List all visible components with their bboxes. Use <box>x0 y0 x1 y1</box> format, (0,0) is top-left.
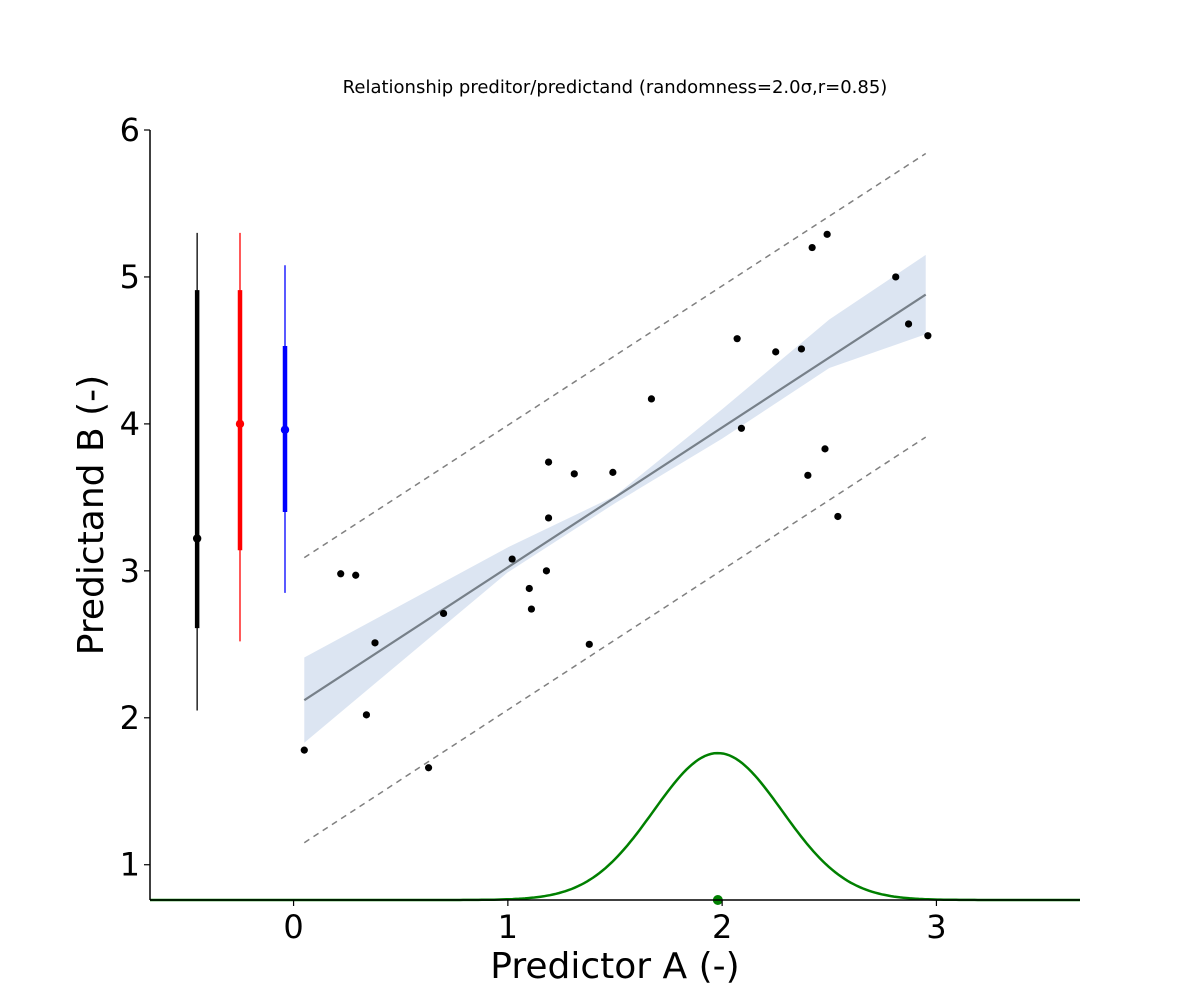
y-tick-label: 3 <box>120 552 140 590</box>
y-tick-label: 6 <box>120 111 140 149</box>
scatter-point <box>424 764 433 772</box>
axis-ticks: 0 1 2 3 1 2 3 4 5 6 <box>120 111 947 946</box>
scatter-point <box>337 570 345 578</box>
scatter-point <box>544 514 553 522</box>
error-bar-center <box>192 534 202 543</box>
scatter-point <box>570 470 578 478</box>
scatter-point <box>525 584 533 593</box>
scatter-point <box>772 348 780 356</box>
scatter-point <box>300 746 308 754</box>
scatter-point <box>544 458 553 466</box>
scatter-point <box>362 711 371 719</box>
prediction-bound-lower <box>303 436 927 844</box>
scatter-point <box>904 320 913 328</box>
scatter-point <box>808 243 816 252</box>
scatter-point <box>542 567 551 575</box>
y-tick-label: 5 <box>120 258 140 296</box>
scatter-point <box>737 424 746 432</box>
regression-line <box>303 293 927 702</box>
scatter-point <box>834 512 842 521</box>
scatter-point <box>797 345 806 353</box>
scatter-point <box>439 609 448 618</box>
scatter-point <box>733 335 741 343</box>
scatter-point <box>508 555 516 563</box>
plot-area <box>150 152 1080 905</box>
x-axis-label: Predictor A (-) <box>490 946 739 987</box>
scatter-point <box>527 605 536 613</box>
density-curve <box>150 751 1080 902</box>
x-tick-label: 3 <box>926 908 946 946</box>
scatter-point <box>823 230 831 238</box>
scatter-point <box>371 639 379 647</box>
y-axis-label: Predictand B (-) <box>71 375 112 655</box>
x-tick-label: 2 <box>712 908 732 946</box>
error-bar-center <box>280 425 290 434</box>
scatter-point <box>892 273 900 281</box>
y-tick-label: 1 <box>120 846 140 884</box>
confidence-band <box>304 254 926 743</box>
prediction-bound-upper <box>303 152 927 559</box>
x-tick-label: 0 <box>283 908 303 946</box>
scatter-point <box>352 571 360 579</box>
x-tick-label: 1 <box>498 908 518 946</box>
scatter-point <box>647 395 656 403</box>
scatter-point <box>821 445 829 453</box>
scatter-point <box>804 471 812 479</box>
scatter-point <box>609 468 617 476</box>
y-tick-label: 4 <box>120 405 140 443</box>
y-tick-label: 2 <box>120 699 140 737</box>
scatter-point <box>585 640 593 648</box>
error-bar-center <box>235 419 245 429</box>
scatter-point <box>924 332 932 340</box>
chart-title: Relationship preditor/predictand (random… <box>343 77 888 98</box>
